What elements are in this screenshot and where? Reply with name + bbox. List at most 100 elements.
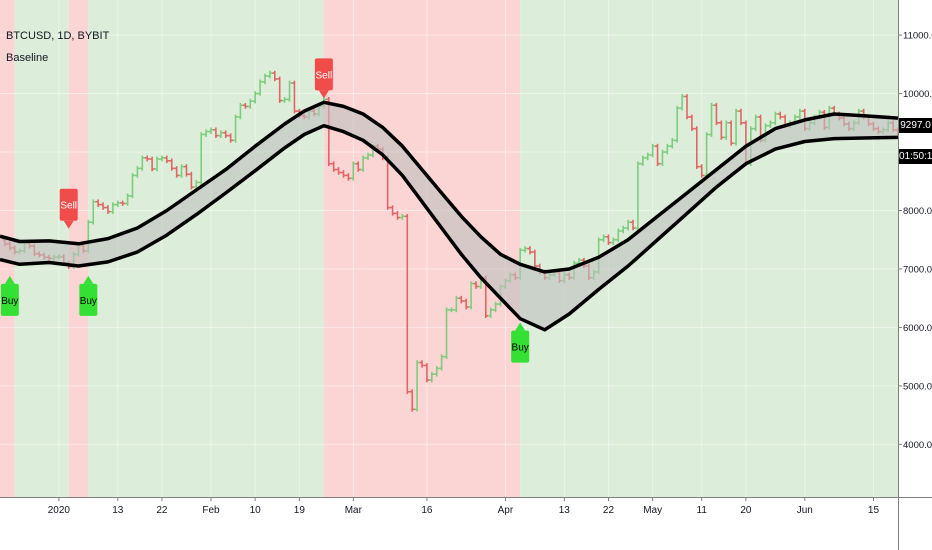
x-tick-label: 13 [559,505,571,516]
x-tick-label: Mar [345,505,363,516]
ohlc-bar [473,281,479,289]
ohlc-bar [777,111,783,120]
ohlc-bar [493,301,499,313]
signal-label: Sell [316,70,333,81]
ohlc-bar [444,307,450,360]
ohlc-bar [350,161,356,181]
ohlc-bar [188,171,194,190]
ohlc-bar [674,105,680,143]
ohlc-bar [527,246,533,255]
ohlc-bar [149,156,155,172]
ohlc-bar [394,211,400,220]
x-tick-label: 13 [112,505,124,516]
ohlc-bar [282,97,288,103]
ohlc-bar [208,127,214,134]
buy-signal: Buy [0,275,19,316]
ohlc-bar [767,120,773,129]
ohlc-bar [110,202,116,215]
ohlc-bar [183,164,189,177]
ohlc-bar [360,155,366,172]
signal-pointer [515,322,526,331]
countdown-label: 01:50:11 [899,149,932,164]
ohlc-bar [694,126,700,169]
ohlc-bar [448,307,454,313]
buy-signal: Buy [511,322,530,363]
ohlc-bar [390,205,396,216]
ohlc-bar [615,228,621,243]
ohlc-bar [429,371,435,383]
ohlc-bar [125,193,131,206]
ohlc-bar [144,155,150,162]
ohlc-bar [605,234,611,245]
ohlc-bar [704,132,710,178]
ohlc-bar [434,366,440,377]
y-tick-label: 7000.0 [903,264,932,275]
ohlc-bar [345,173,351,181]
ohlc-bar [218,130,224,138]
signal-pointer [4,275,15,284]
ohlc-bar [95,199,101,207]
ohlc-bar [424,363,430,383]
ohlc-bar [738,108,744,126]
ohlc-bar [718,120,724,140]
ohlc-bar [100,202,106,210]
ohlc-bar [179,164,185,178]
x-tick-label: 2020 [48,505,71,516]
ohlc-bar [699,164,705,178]
ohlc-bar [723,120,729,140]
ohlc-bar [213,127,219,138]
ohlc-bar [237,102,243,120]
ohlc-bar [139,155,145,171]
ohlc-bar [159,155,165,162]
x-tick-label: 11 [697,505,708,516]
ohlc-bar [532,249,538,269]
ohlc-bar [129,173,135,199]
ohlc-bar [198,132,204,185]
signals: Buy Sell Buy Sell Buy [0,58,530,363]
y-tick-label: 10000.0 [903,89,932,100]
signal-pointer [83,275,94,284]
ohlc-bar [797,108,803,120]
x-tick-label: 15 [868,505,880,516]
ohlc-bar [620,225,626,234]
ohlc-bar [772,111,778,126]
signal-label: Buy [80,296,97,307]
ohlc-bar [601,234,607,243]
ohlc-bar [664,143,670,155]
x-tick-label: May [643,505,662,516]
ohlc-bar [291,80,297,114]
ohlc-bar [252,91,258,104]
signal-label: Buy [512,343,529,354]
ohlc-bar [336,167,342,175]
ohlc-bar [154,156,160,172]
y-tick-label: 8000.0 [903,206,932,217]
ohlc-bar [90,199,96,225]
ohlc-bar [174,166,180,178]
ohlc-bar [453,295,459,313]
ohlc-bar [522,246,528,253]
ohlc-bar [610,237,616,245]
x-tick-label: 20 [740,505,752,516]
ohlc-bar [223,130,229,138]
ohlc-bar [655,143,661,167]
ohlc-bar [650,143,656,158]
buy-signal: Buy [79,275,98,316]
ohlc-bar [267,70,273,79]
ohlc-bar [409,389,415,412]
ohlc-bar [488,307,494,319]
ohlc-bar [247,98,253,109]
indicator-legend: Baseline [6,52,49,64]
x-tick-label: 22 [603,505,615,516]
signal-pointer [63,220,74,229]
price-axis-bg [898,0,932,550]
ohlc-bar [262,73,268,85]
bullish-region [520,0,898,497]
ohlc-bar [645,152,651,161]
ohlc-bar [625,219,631,231]
x-tick-label: Jun [797,505,813,516]
ohlc-bar [272,70,278,82]
baseline-lower-line [0,123,899,332]
baseline-upper-line [0,100,899,274]
